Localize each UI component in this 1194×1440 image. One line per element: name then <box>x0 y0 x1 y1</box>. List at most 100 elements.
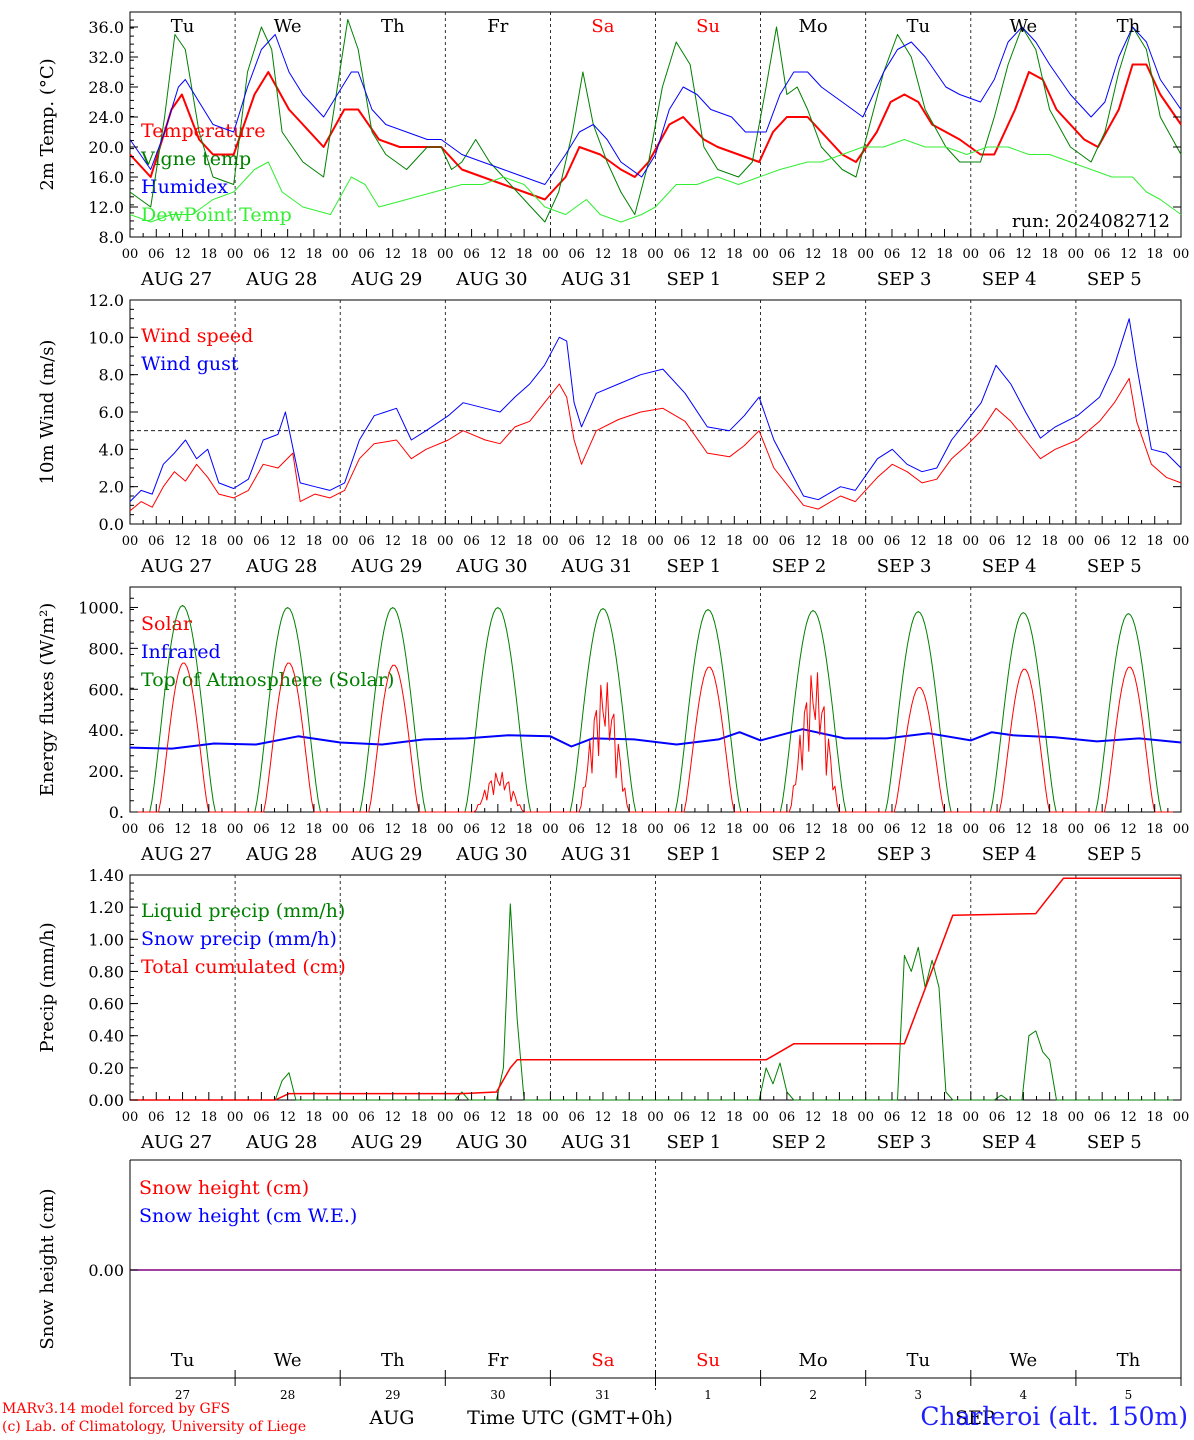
hour-tick-label: 12 <box>174 247 191 262</box>
hour-tick-label: 00 <box>122 247 139 262</box>
y-tick-label: 200. <box>88 762 124 781</box>
y-axis-title-4: Precip (mm/h) <box>37 922 58 1052</box>
y-axis-title-5: Snow height (cm) <box>37 1188 58 1349</box>
hour-tick-label: 12 <box>805 247 822 262</box>
hour-tick-label: 00 <box>857 247 874 262</box>
hour-tick-label: 00 <box>542 1110 559 1125</box>
hour-tick-label: 06 <box>674 247 691 262</box>
hour-tick-label: 00 <box>227 534 244 549</box>
series-wind-speed <box>129 377 1182 512</box>
day-name: Tu <box>906 16 930 37</box>
hour-tick-label: 06 <box>884 822 901 837</box>
legend-entry: Total cumulated (cm) <box>141 956 346 978</box>
series-dewpoint-temp <box>129 139 1182 223</box>
day-number: 30 <box>490 1388 505 1402</box>
hour-tick-label: 00 <box>752 534 769 549</box>
hour-tick-label: 00 <box>1173 247 1190 262</box>
hour-tick-label: 00 <box>1068 247 1085 262</box>
hour-tick-label: 06 <box>989 247 1006 262</box>
hour-tick-label: 18 <box>936 247 953 262</box>
hour-tick-label: 00 <box>542 822 559 837</box>
day-name: We <box>1010 16 1038 37</box>
hour-tick-label: 12 <box>279 822 296 837</box>
hour-tick-label: 00 <box>647 247 664 262</box>
day-number: 28 <box>280 1388 295 1402</box>
hour-tick-label: 06 <box>779 534 796 549</box>
hour-tick-label: 06 <box>148 247 165 262</box>
date-label: AUG 27 <box>140 844 212 865</box>
hour-tick-label: 06 <box>989 534 1006 549</box>
hour-tick-label: 00 <box>437 534 454 549</box>
hour-tick-label: 06 <box>989 822 1006 837</box>
date-label: AUG 31 <box>560 844 632 865</box>
hour-tick-label: 00 <box>647 534 664 549</box>
date-label: SEP 4 <box>982 556 1037 577</box>
legend-entry: Temperature <box>141 120 265 142</box>
hour-tick-label: 00 <box>1173 822 1190 837</box>
hour-tick-label: 12 <box>1015 1110 1032 1125</box>
hour-tick-label: 18 <box>411 534 428 549</box>
hour-tick-label: 18 <box>621 1110 638 1125</box>
hour-tick-label: 18 <box>936 822 953 837</box>
date-label: SEP 1 <box>667 1132 722 1153</box>
hour-tick-label: 00 <box>332 534 349 549</box>
date-label: AUG 29 <box>350 269 422 290</box>
day-name: Tu <box>906 1350 930 1371</box>
hour-tick-label: 18 <box>831 822 848 837</box>
legend-entry: DewPoint Temp <box>141 204 292 226</box>
day-name: We <box>1010 1350 1038 1371</box>
date-label: SEP 1 <box>667 844 722 865</box>
hour-tick-label: 18 <box>411 247 428 262</box>
hour-tick-label: 18 <box>516 534 533 549</box>
hour-tick-label: 18 <box>1146 247 1163 262</box>
hour-tick-label: 18 <box>516 247 533 262</box>
legend-entry: Snow precip (mm/h) <box>141 928 337 950</box>
hour-tick-label: 00 <box>963 822 980 837</box>
hour-tick-label: 06 <box>1094 1110 1111 1125</box>
hour-tick-label: 00 <box>752 1110 769 1125</box>
hour-tick-label: 18 <box>1041 822 1058 837</box>
hour-tick-label: 06 <box>1094 247 1111 262</box>
hour-tick-label: 12 <box>595 247 612 262</box>
run-annotation: run: 2024082712 <box>1012 211 1170 232</box>
hour-tick-label: 00 <box>1068 1110 1085 1125</box>
hour-tick-label: 12 <box>1120 1110 1137 1125</box>
date-label: AUG 28 <box>245 556 317 577</box>
hour-tick-label: 12 <box>490 822 507 837</box>
hour-tick-label: 00 <box>752 247 769 262</box>
date-label: SEP 5 <box>1087 556 1142 577</box>
hour-tick-label: 12 <box>700 822 717 837</box>
hour-tick-label: 12 <box>174 1110 191 1125</box>
hour-tick-label: 00 <box>752 822 769 837</box>
hour-tick-label: 12 <box>1015 822 1032 837</box>
y-tick-label: 0.40 <box>88 1027 124 1046</box>
y-axis-title-1: 2m Temp. (°C) <box>37 58 58 190</box>
legend-entry: Snow height (cm W.E.) <box>139 1205 357 1227</box>
hour-tick-label: 00 <box>122 822 139 837</box>
hour-tick-label: 06 <box>358 822 375 837</box>
day-name: Fr <box>487 16 508 37</box>
y-tick-label: 1000. <box>78 598 124 617</box>
hour-tick-label: 06 <box>568 247 585 262</box>
date-label: SEP 5 <box>1087 844 1142 865</box>
date-label: AUG 31 <box>560 556 632 577</box>
hour-tick-label: 00 <box>647 822 664 837</box>
date-label: AUG 28 <box>245 1132 317 1153</box>
hour-tick-label: 06 <box>1094 822 1111 837</box>
y-tick-label: 12.0 <box>88 291 124 310</box>
hour-tick-label: 06 <box>463 1110 480 1125</box>
y-tick-label: 12.0 <box>88 198 124 217</box>
hour-tick-label: 00 <box>437 1110 454 1125</box>
date-label: SEP 4 <box>982 269 1037 290</box>
hour-tick-label: 00 <box>227 822 244 837</box>
date-label: AUG 28 <box>245 844 317 865</box>
hour-tick-label: 00 <box>122 1110 139 1125</box>
date-label: AUG 30 <box>455 556 527 577</box>
day-name: Tu <box>171 1350 195 1371</box>
hour-tick-label: 12 <box>1120 822 1137 837</box>
hour-tick-label: 12 <box>384 534 401 549</box>
date-label: SEP 5 <box>1087 269 1142 290</box>
hour-tick-label: 18 <box>201 247 218 262</box>
day-name: Th <box>381 1350 405 1371</box>
